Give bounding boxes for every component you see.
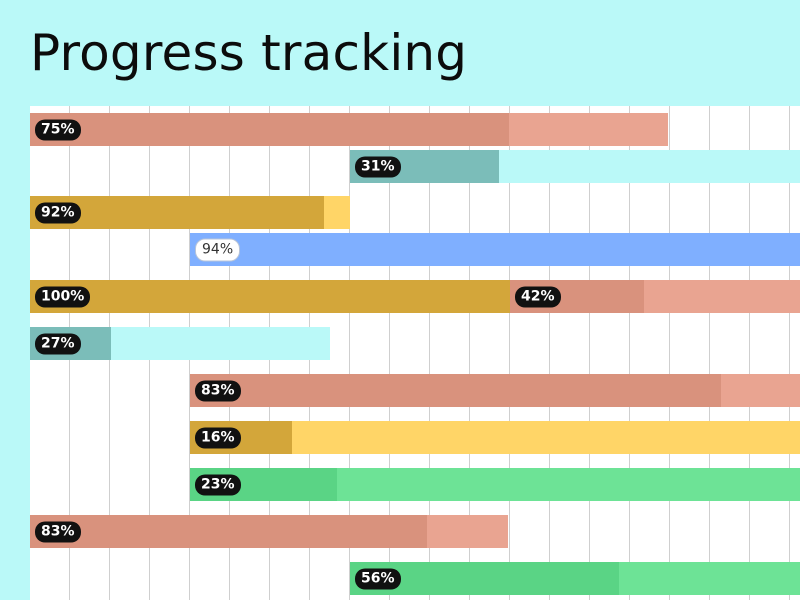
task-progress-label: 23% xyxy=(195,474,241,495)
task-progress-fill xyxy=(190,233,800,266)
task-bar[interactable]: 16% xyxy=(190,421,800,454)
task-bar[interactable]: 92% xyxy=(30,196,350,229)
task-bar[interactable]: 31% xyxy=(350,150,800,183)
task-progress-fill xyxy=(190,374,722,407)
task-bar[interactable]: 23% xyxy=(190,468,800,501)
task-progress-label: 31% xyxy=(355,156,401,177)
task-bar[interactable]: 100% xyxy=(30,280,510,313)
task-bar[interactable]: 27% xyxy=(30,327,330,360)
task-bar[interactable]: 94% xyxy=(190,233,800,266)
task-progress-label: 83% xyxy=(195,380,241,401)
task-progress-label: 56% xyxy=(355,568,401,589)
task-progress-label: 42% xyxy=(515,286,561,307)
task-progress-fill xyxy=(30,515,427,548)
page-title: Progress tracking xyxy=(30,24,468,82)
progress-board: 75% 31% 92% 94% 100% 42% 27% 83% 16% 23% 83% 56% xyxy=(30,106,800,600)
task-progress-label: 75% xyxy=(35,119,81,140)
task-progress-label: 27% xyxy=(35,333,81,354)
task-progress-label: 83% xyxy=(35,521,81,542)
task-bar[interactable]: 83% xyxy=(30,515,508,548)
task-bar[interactable]: 56% xyxy=(350,562,800,595)
task-progress-label: 100% xyxy=(35,286,91,307)
task-progress-fill xyxy=(30,113,509,146)
task-progress-label: 16% xyxy=(195,427,241,448)
task-bar[interactable]: 83% xyxy=(190,374,800,407)
task-progress-label: 92% xyxy=(35,202,81,223)
task-progress-fill xyxy=(30,280,510,313)
task-progress-label: 94% xyxy=(195,238,241,261)
task-bar[interactable]: 75% xyxy=(30,113,668,146)
task-bar[interactable]: 42% xyxy=(510,280,800,313)
